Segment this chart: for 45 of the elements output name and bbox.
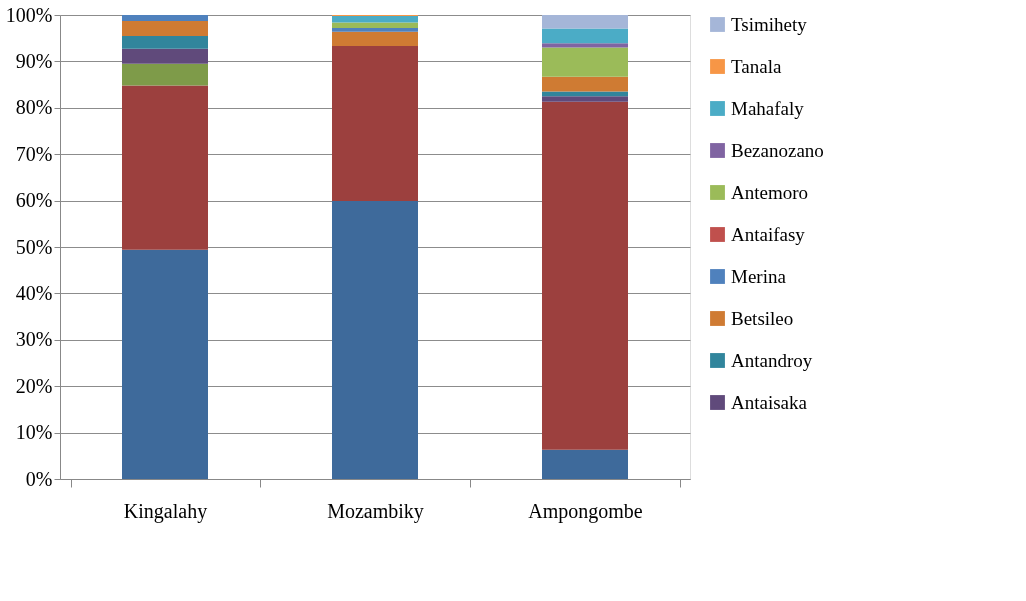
bar <box>542 76 628 92</box>
y-tick-label: 0% <box>25 467 53 490</box>
legend-label: Mahafaly <box>731 97 805 119</box>
bar <box>542 15 628 29</box>
y-tick-label: 70% <box>15 142 53 165</box>
y-tick-label: 40% <box>15 281 53 304</box>
y-tick-label: 80% <box>15 96 53 119</box>
bar <box>122 35 208 49</box>
bar <box>332 201 418 479</box>
y-tick-label: 20% <box>15 374 53 397</box>
bar <box>332 46 418 202</box>
bar <box>542 47 628 77</box>
legend-label: Merina <box>731 265 787 287</box>
legend-label: Antaisaka <box>731 391 808 413</box>
bar <box>542 96 628 102</box>
y-tick-label: 30% <box>15 328 53 351</box>
bar <box>542 28 628 44</box>
x-tick-label: Kingalahy <box>123 499 208 523</box>
bar <box>122 63 208 86</box>
bar <box>542 449 628 479</box>
bar <box>122 21 208 36</box>
bar <box>332 22 418 28</box>
bar <box>122 249 208 479</box>
legend-label: Tsimihety <box>731 13 808 35</box>
legend-label: Antaifasy <box>731 223 806 245</box>
legend-label: Tanala <box>731 55 782 77</box>
x-tick-label: Mozambiky <box>327 499 424 523</box>
bar <box>542 43 628 48</box>
y-tick-label: 100% <box>5 3 53 26</box>
x-tick-label: Ampongombe <box>528 499 643 523</box>
bar <box>542 101 628 450</box>
legend-label: Betsileo <box>731 307 794 329</box>
bar <box>122 15 208 22</box>
legend-label: Bezanozano <box>731 139 824 161</box>
bar <box>332 31 418 47</box>
y-tick-label: 90% <box>15 49 53 72</box>
bar <box>332 15 418 23</box>
bar <box>332 27 418 32</box>
y-tick-label: 50% <box>15 235 53 258</box>
legend-label: Antemoro <box>731 181 809 203</box>
y-tick-label: 60% <box>15 189 53 212</box>
y-tick-label: 10% <box>15 421 53 444</box>
legend-label: Antandroy <box>731 349 813 371</box>
bar <box>122 85 208 250</box>
bar <box>122 48 208 64</box>
